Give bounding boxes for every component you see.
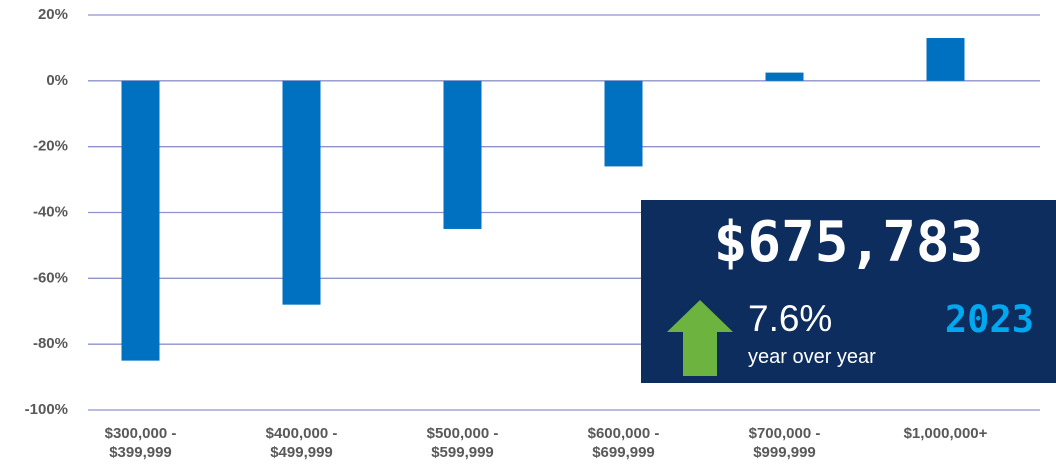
y-tick-label: -40%: [33, 203, 68, 220]
y-tick-label: -60%: [33, 269, 68, 286]
bar: [926, 38, 965, 81]
x-tick-label: $300,000 - $399,999: [104, 425, 177, 461]
x-tick-label: $500,000 - $599,999: [426, 425, 499, 461]
bar: [604, 80, 643, 167]
y-tick-label: 20%: [38, 6, 68, 23]
year: 2023: [944, 298, 1034, 341]
change-label: year over year: [748, 346, 876, 368]
y-tick-label: -100%: [25, 401, 68, 418]
change-value: 7.6%: [748, 298, 833, 339]
bar: [765, 72, 804, 81]
x-tick-label: $1,000,000+: [903, 425, 988, 442]
bar: [282, 80, 321, 305]
up-arrow: [667, 300, 733, 376]
y-tick-label: 0%: [46, 72, 68, 89]
x-tick-label: $600,000 - $699,999: [587, 425, 660, 461]
bar: [121, 80, 160, 361]
summary-box: $675,783 7.6% year over year 2023: [641, 200, 1056, 383]
x-tick-label: $700,000 - $999,999: [748, 425, 821, 461]
y-tick-label: -80%: [33, 335, 68, 352]
median-price: $675,783: [713, 210, 984, 275]
x-tick-label: $400,000 - $499,999: [265, 425, 338, 461]
bar: [443, 80, 482, 229]
y-tick-label: -20%: [33, 138, 68, 155]
